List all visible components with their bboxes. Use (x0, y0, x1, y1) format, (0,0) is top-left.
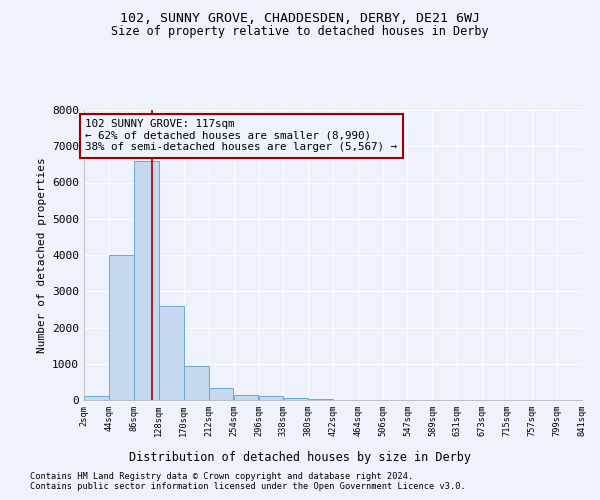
Bar (284, 398, 308, 400)
Bar (109, 255, 134, 400)
Bar (209, 388, 233, 400)
Y-axis label: Number of detached properties: Number of detached properties (37, 157, 47, 353)
Bar (159, 306, 184, 400)
Text: 102 SUNNY GROVE: 117sqm
← 62% of detached houses are smaller (8,990)
38% of semi: 102 SUNNY GROVE: 117sqm ← 62% of detache… (85, 119, 397, 152)
Text: 102, SUNNY GROVE, CHADDESDEN, DERBY, DE21 6WJ: 102, SUNNY GROVE, CHADDESDEN, DERBY, DE2… (120, 12, 480, 26)
Bar (134, 161, 158, 400)
Text: Contains HM Land Registry data © Crown copyright and database right 2024.: Contains HM Land Registry data © Crown c… (30, 472, 413, 481)
Bar (184, 366, 209, 400)
Text: Contains public sector information licensed under the Open Government Licence v3: Contains public sector information licen… (30, 482, 466, 491)
Text: Size of property relative to detached houses in Derby: Size of property relative to detached ho… (111, 25, 489, 38)
Bar (259, 396, 283, 400)
Bar (84, 396, 109, 400)
Bar (234, 394, 259, 400)
Text: Distribution of detached houses by size in Derby: Distribution of detached houses by size … (129, 451, 471, 464)
